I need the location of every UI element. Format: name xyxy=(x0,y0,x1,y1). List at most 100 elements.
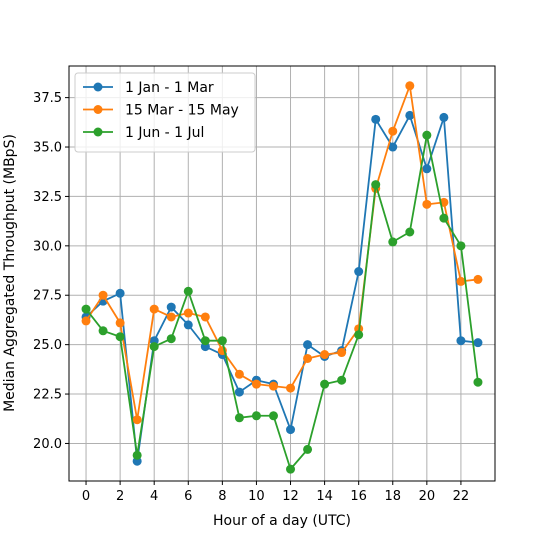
data-point xyxy=(422,199,432,209)
data-point xyxy=(115,318,125,328)
data-point xyxy=(473,338,483,348)
data-point xyxy=(200,336,210,346)
data-point xyxy=(371,180,381,190)
data-point xyxy=(354,330,364,340)
data-point xyxy=(251,379,261,389)
data-point xyxy=(268,381,278,391)
data-point xyxy=(371,114,381,124)
y-axis-label: Median Aggregated Throughput (MBpS) xyxy=(2,134,18,412)
data-point xyxy=(286,425,296,435)
y-tick-label: 22.5 xyxy=(33,388,62,403)
legend-label: 1 Jun - 1 Jul xyxy=(125,125,204,141)
data-point xyxy=(456,336,466,346)
data-point xyxy=(234,369,244,379)
y-tick-label: 25.0 xyxy=(33,338,62,353)
x-tick-label: 10 xyxy=(248,489,265,504)
data-point xyxy=(183,320,193,330)
data-point xyxy=(98,326,108,336)
data-point xyxy=(286,464,296,474)
x-axis-label: Hour of a day (UTC) xyxy=(213,513,351,529)
data-point xyxy=(234,413,244,423)
y-tick-label: 35.0 xyxy=(33,141,62,156)
data-point xyxy=(200,312,210,322)
data-point xyxy=(439,213,449,223)
data-point xyxy=(132,450,142,460)
data-point xyxy=(132,415,142,425)
data-point xyxy=(354,267,364,277)
data-point xyxy=(286,383,296,393)
data-point xyxy=(473,377,483,387)
data-point xyxy=(456,276,466,286)
x-tick-label: 4 xyxy=(150,489,158,504)
data-point xyxy=(405,227,415,237)
series-3 xyxy=(81,130,483,474)
series-lines xyxy=(81,81,483,474)
legend-item: 1 Jan - 1 Mar xyxy=(83,80,214,96)
plot-frame xyxy=(68,65,496,482)
data-point xyxy=(234,387,244,397)
data-point xyxy=(303,353,313,363)
x-tick-label: 6 xyxy=(184,489,192,504)
legend-label: 15 Mar - 15 May xyxy=(125,103,239,119)
data-point xyxy=(439,112,449,122)
data-point xyxy=(337,375,347,385)
x-tick-label: 12 xyxy=(282,489,299,504)
legend-marker-swatch xyxy=(93,82,103,92)
data-point xyxy=(268,411,278,421)
y-tick-label: 20.0 xyxy=(33,437,62,452)
data-point xyxy=(166,334,176,344)
data-point xyxy=(320,350,330,360)
data-point xyxy=(388,126,398,136)
x-tick-label: 16 xyxy=(350,489,367,504)
x-tick-label: 8 xyxy=(218,489,226,504)
data-point xyxy=(303,444,313,454)
data-point xyxy=(166,312,176,322)
x-tick-label: 14 xyxy=(316,489,333,504)
data-point xyxy=(166,302,176,312)
x-tick-label: 20 xyxy=(419,489,436,504)
data-point xyxy=(98,290,108,300)
data-point xyxy=(81,316,91,326)
y-tick-label: 27.5 xyxy=(33,289,62,304)
data-point xyxy=(217,336,227,346)
data-point xyxy=(115,332,125,342)
data-point xyxy=(388,142,398,152)
x-tick-label: 22 xyxy=(453,489,470,504)
data-point xyxy=(456,241,466,251)
data-point xyxy=(320,379,330,389)
data-point xyxy=(473,274,483,284)
series-line xyxy=(85,84,479,421)
legend-marker-swatch xyxy=(93,127,103,137)
data-point xyxy=(81,304,91,314)
data-point xyxy=(303,340,313,350)
x-tick-label: 18 xyxy=(384,489,401,504)
x-ticks: 0 2 4 6 8 10 12 14 16 18 20 22 xyxy=(82,481,469,504)
data-point xyxy=(337,348,347,358)
data-point xyxy=(149,342,159,352)
legend-label: 1 Jan - 1 Mar xyxy=(125,80,214,96)
legend-item: 1 Jun - 1 Jul xyxy=(83,125,204,141)
legend-item: 15 Mar - 15 May xyxy=(83,103,239,119)
x-tick-label: 2 xyxy=(116,489,124,504)
data-point xyxy=(422,164,432,174)
legend-marker-swatch xyxy=(93,105,103,114)
data-point xyxy=(149,304,159,314)
data-point xyxy=(183,286,193,296)
y-tick-label: 30.0 xyxy=(33,239,62,254)
data-point xyxy=(251,411,261,421)
series-line xyxy=(85,134,479,471)
data-point xyxy=(183,308,193,318)
data-point xyxy=(405,81,415,91)
x-tick-label: 0 xyxy=(82,489,90,504)
legend: 1 Jan - 1 Mar 15 Mar - 15 May 1 Jun - 1 Ju… xyxy=(74,72,256,153)
y-tick-label: 32.5 xyxy=(33,190,62,205)
data-point xyxy=(388,237,398,247)
data-point xyxy=(422,130,432,140)
y-tick-label: 37.5 xyxy=(33,91,62,106)
legend-box xyxy=(74,72,256,153)
data-point xyxy=(405,110,415,120)
data-point xyxy=(115,288,125,298)
y-ticks: 20.0 22.5 25.0 27.5 30.0 32.5 35.0 37.5 xyxy=(33,91,69,452)
